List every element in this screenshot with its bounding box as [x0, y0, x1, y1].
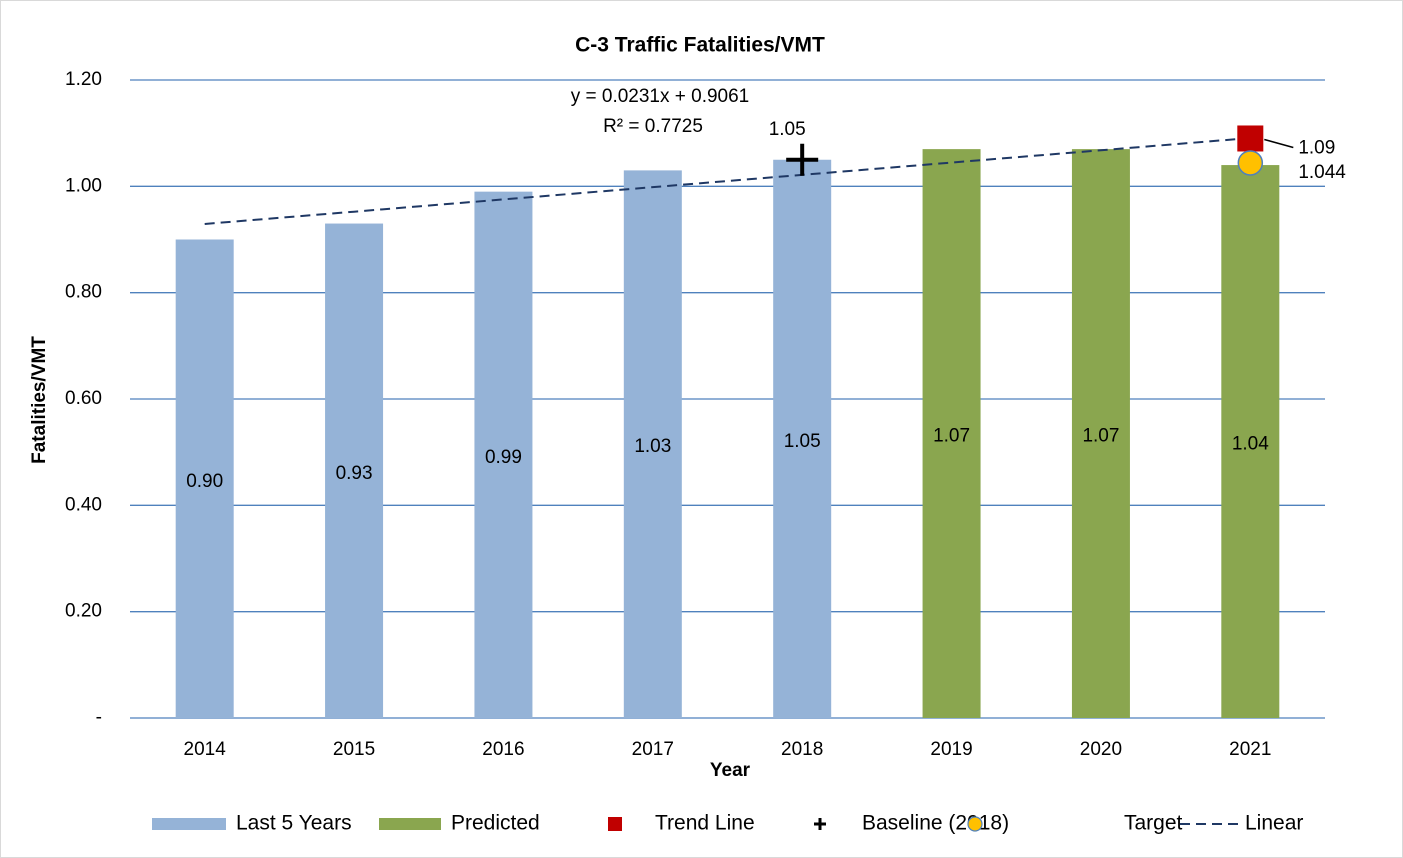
y-tick-label: 1.00: [65, 175, 102, 196]
bar: [1071, 149, 1130, 718]
legend-swatch: [814, 818, 826, 830]
x-tick-label: 2016: [482, 739, 524, 760]
bar-value-label: 0.99: [485, 447, 522, 468]
y-tick-label: 0.20: [65, 601, 102, 622]
legend-label: Last 5 Years: [236, 812, 352, 835]
y-tick-label: 1.20: [65, 69, 102, 90]
bar: [1221, 165, 1280, 719]
legend-label: Linear: [1245, 812, 1303, 835]
x-tick-label: 2021: [1229, 739, 1271, 760]
bar-value-label: 1.04: [1232, 434, 1269, 455]
x-axis-label: Year: [710, 760, 751, 781]
bar-value-label: 1.07: [1082, 426, 1119, 447]
y-tick-label: 0.60: [65, 388, 102, 409]
chart-title: C-3 Traffic Fatalities/VMT: [575, 34, 825, 57]
x-tick-label: 2020: [1080, 739, 1122, 760]
marker-circle: [1237, 150, 1264, 176]
legend-swatch: [379, 818, 441, 830]
x-tick-label: 2018: [781, 739, 823, 760]
bar-value-label: 0.93: [336, 463, 373, 484]
label-leader: [1264, 138, 1294, 149]
x-tick-label: 2019: [930, 739, 972, 760]
marker-value-label: 1.05: [769, 119, 806, 140]
marker-value-label: 1.044: [1298, 162, 1346, 183]
legend-swatch: [967, 816, 983, 832]
y-tick-label: 0.40: [65, 494, 102, 515]
bar: [175, 239, 234, 718]
x-tick-label: 2015: [333, 739, 375, 760]
marker-plus: [786, 143, 819, 176]
bar: [325, 223, 384, 719]
legend-label: Predicted: [451, 812, 540, 835]
legend-swatch: [152, 818, 226, 830]
bar: [773, 159, 832, 718]
trend-r-squared: R² = 0.7725: [603, 116, 703, 137]
legend-label: Trend Line: [655, 812, 755, 835]
x-tick-label: 2014: [184, 739, 227, 760]
legend-swatch: [608, 817, 622, 831]
marker-square: [1237, 125, 1264, 152]
y-tick-label: -: [96, 707, 102, 728]
bar-value-label: 1.03: [634, 436, 671, 457]
y-axis-label: Fatalities/VMT: [29, 336, 50, 464]
legend-label: Baseline (2018): [862, 812, 1009, 835]
bar: [623, 170, 682, 719]
y-tick-label: 0.80: [65, 282, 102, 303]
bar-value-label: 1.05: [784, 431, 821, 452]
bar: [922, 149, 981, 718]
bar: [474, 191, 533, 718]
legend-label: Target: [1124, 812, 1183, 835]
marker-value-label: 1.09: [1298, 137, 1335, 158]
trend-equation: y = 0.0231x + 0.9061: [571, 86, 750, 107]
bar-value-label: 1.07: [933, 426, 970, 447]
x-tick-label: 2017: [632, 739, 674, 760]
bar-value-label: 0.90: [186, 471, 223, 492]
